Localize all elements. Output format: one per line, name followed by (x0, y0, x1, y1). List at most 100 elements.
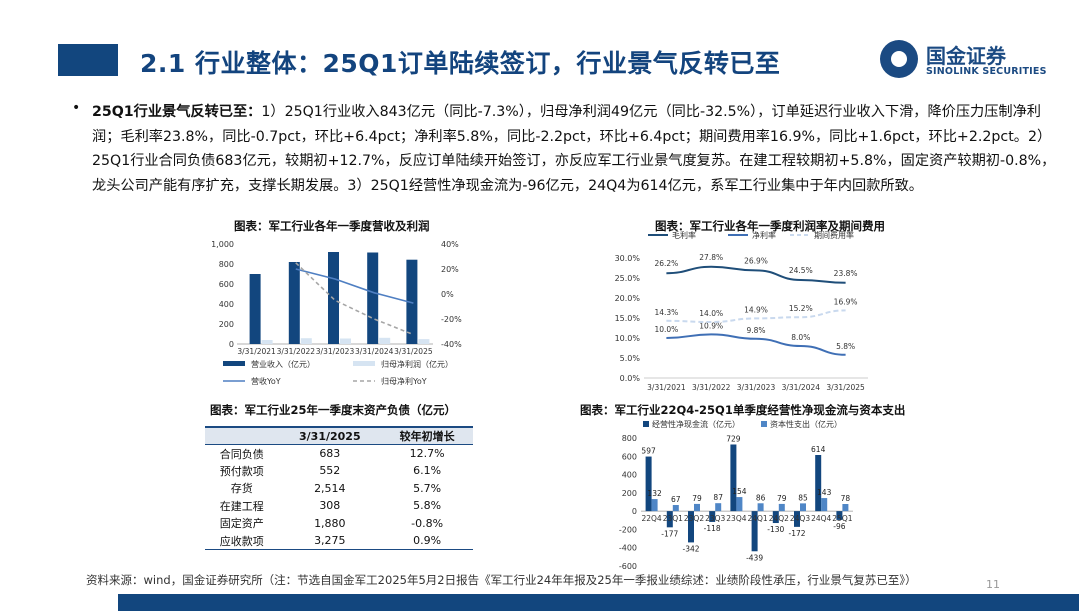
data-label: 143 (817, 488, 832, 497)
profit-bar (300, 338, 312, 344)
x-tick-label: 3/31/2022 (277, 347, 316, 356)
table-cell: 应收款项 (205, 532, 279, 550)
y-tick-label: 15.0% (615, 314, 641, 323)
x-tick-label: 3/31/2021 (647, 383, 686, 392)
y-tick-label: 400 (219, 300, 234, 309)
source-note: 资料来源：wind，国金证券研究所（注：节选自国金军工2025年5月2日报告《军… (86, 573, 917, 587)
summary-paragraph: 25Q1行业景气反转已至：1）25Q1行业收入843亿元（同比-7.3%），归母… (72, 100, 1057, 198)
cashflow-bar (794, 511, 800, 527)
y-tick-label: 400 (622, 471, 637, 480)
series-line (666, 265, 846, 284)
y-tick-label: 5.0% (620, 354, 641, 363)
table-row: 在建工程 308 5.8% (205, 497, 473, 515)
data-label: 614 (811, 445, 826, 454)
cashflow-bar (666, 511, 673, 528)
table-cell: 12.7% (409, 447, 445, 460)
y-tick-label: 600 (219, 280, 234, 289)
capex-bar (778, 503, 785, 512)
cashflow-bar (730, 444, 737, 512)
data-label: 26.2% (654, 259, 678, 268)
legend-label: 毛利率 (672, 230, 696, 240)
table-cell: 683 (319, 447, 341, 460)
cashflow-bar (645, 456, 652, 512)
table-cell: 合同负债 (219, 447, 264, 461)
revenue-profit-chart: 1,000 800 600 400 200 0 40% 20% 0% -20% -40% 3/31/2… (211, 240, 462, 386)
revenue-bar (406, 259, 418, 344)
table-cell: 5.8% (413, 499, 442, 513)
x-tick-label: 3/31/2021 (237, 347, 276, 356)
y2-tick-label: -20% (441, 315, 462, 324)
x-tick-label: 24Q4 (811, 514, 831, 523)
table-header-date: 3/31/2025 (278, 426, 382, 445)
legend-swatch (353, 361, 375, 366)
series-line (666, 309, 846, 324)
revenue-yoy-line (295, 268, 414, 304)
y-tick-label: 200 (622, 489, 637, 498)
data-label: 79 (692, 494, 702, 503)
table-cell: 2,514 (314, 481, 346, 495)
page-title: 2.1 行业整体：25Q1订单陆续签订，行业景气反转已至 (140, 49, 781, 78)
revenue-bar (288, 262, 300, 344)
cashflow-bar (709, 511, 716, 522)
data-label: 16.9% (834, 297, 858, 306)
x-tick-label: 3/31/2023 (737, 383, 776, 392)
capex-bar (842, 504, 849, 512)
y-tick-label: -400 (619, 544, 637, 553)
logo-en-text: SINOLINK SECURITIES (926, 66, 1047, 77)
data-label: 14.3% (654, 308, 678, 317)
y-tick-label: 20.0% (615, 294, 641, 303)
table-cell: 预付款项 (219, 464, 264, 478)
x-tick-label: 3/31/2025 (826, 383, 865, 392)
page-number: 11 (986, 578, 1000, 591)
logo-cn-text: 国金证券 (926, 44, 1006, 68)
margin-chart: 毛利率 净利率 期间费用率 30.0% 25.0% 20.0% 15.0% 10.0% 5.0%… (615, 230, 868, 392)
table-row: 应收款项 3,275 0.9% (205, 532, 473, 550)
y-tick-label: 200 (219, 320, 234, 329)
x-tick-label: 23Q2 (684, 514, 704, 523)
revenue-bar (249, 274, 261, 344)
data-label: -96 (833, 522, 845, 531)
data-label: 79 (777, 494, 787, 503)
cashflow-chart: 经营性净现金流（亿元） 资本性支出（亿元） 800 600 400 200 0 -200 -40… (619, 419, 853, 571)
x-tick-label: 23Q4 (726, 514, 746, 523)
table-row: 预付款项 552 6.1% (205, 462, 473, 480)
sinolink-logo: 国金证券 SINOLINK SECURITIES (880, 40, 1060, 80)
chart2-title: 图表：军工行业各年一季度利润率及期间费用 (655, 219, 885, 233)
data-label: 78 (841, 494, 851, 503)
capex-bar (821, 498, 828, 512)
profit-bar (418, 339, 430, 344)
capex-bar (757, 503, 764, 512)
table-header-growth: 较年初增长 (381, 426, 473, 445)
y2-tick-label: 0% (441, 290, 454, 299)
chart1-title: 图表：军工行业各年一季度营收及利润 (234, 219, 430, 233)
data-label: 729 (726, 434, 741, 443)
data-label: 24.5% (789, 266, 813, 275)
data-label: 67 (671, 495, 681, 504)
data-label: 23.8% (834, 269, 858, 278)
capex-bar (651, 499, 658, 512)
x-tick-label: 3/31/2023 (316, 347, 355, 356)
x-tick-label: 23Q1 (663, 514, 683, 523)
legend-label: 归母净利YoY (381, 376, 427, 386)
revenue-bar (367, 252, 379, 344)
data-label: -342 (682, 544, 699, 553)
table-header-blank (205, 426, 279, 445)
y-tick-label: -600 (619, 562, 637, 571)
capex-bar (672, 505, 679, 512)
data-label: 27.8% (699, 253, 723, 262)
capex-bar (800, 503, 806, 512)
legend-label: 营收YoY (251, 376, 281, 386)
summary-text: 1）25Q1行业收入843亿元（同比-7.3%），归母净利润49亿元（同比-32… (92, 104, 1056, 194)
legend-label: 经营性净现金流（亿元） (652, 419, 740, 429)
x-tick-label: 3/31/2024 (355, 347, 394, 356)
y-tick-label: 600 (622, 452, 637, 461)
chart4-title: 图表：军工行业22Q4-25Q1单季度经营性净现金流与资本支出 (580, 403, 906, 417)
table-row: 存货 2,514 5.7% (205, 480, 473, 498)
table-cell: 1,880 (314, 516, 346, 530)
table-cell: 固定资产 (219, 517, 264, 531)
x-tick-label: 24Q1 (747, 514, 767, 523)
table-title: 图表：军工行业25年一季度末资产负债（亿元） (210, 403, 457, 417)
table-row: 合同负债 683 12.7% (205, 445, 473, 463)
y-tick-label: 0 (632, 507, 637, 516)
legend-swatch (761, 421, 767, 427)
